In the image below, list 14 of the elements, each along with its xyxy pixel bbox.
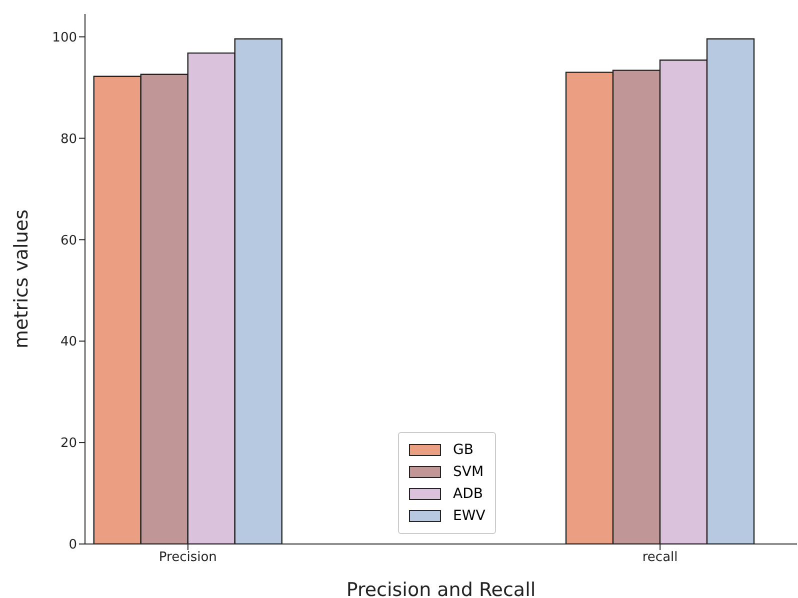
x-tick-label: recall <box>642 550 678 566</box>
y-tick-label: 20 <box>60 436 77 452</box>
y-tick-label: 60 <box>60 233 77 248</box>
y-tick-label: 100 <box>52 30 77 46</box>
x-tick-label: Precision <box>158 550 217 566</box>
legend-label: SVM <box>453 464 484 480</box>
legend-label: EWV <box>453 508 486 524</box>
y-tick-label: 40 <box>60 334 77 350</box>
legend-label: ADB <box>453 486 483 502</box>
x-axis-title: Precision and Recall <box>346 579 536 598</box>
y-tick-label: 0 <box>68 538 77 553</box>
legend-label: GB <box>453 442 474 458</box>
y-axis-title: metrics values <box>10 210 33 348</box>
y-tick-label: 80 <box>60 132 77 147</box>
